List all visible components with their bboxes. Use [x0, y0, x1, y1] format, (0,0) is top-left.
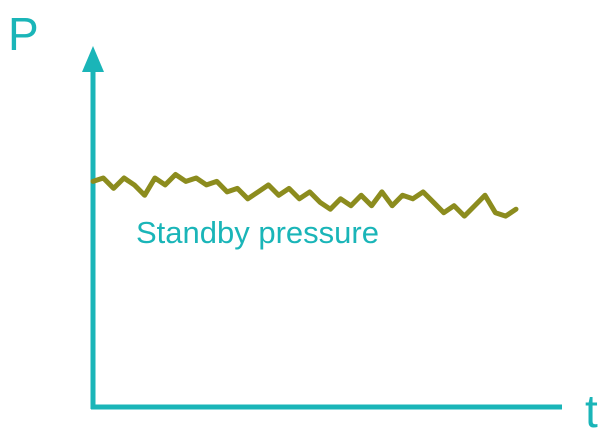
series-group	[90, 172, 519, 219]
y-axis-label: P	[8, 8, 39, 60]
standby-pressure-annotation: Standby pressure	[136, 215, 379, 250]
series-line-0	[90, 172, 519, 219]
x-axis-label: t	[585, 385, 598, 436]
y-axis-arrowhead	[82, 46, 104, 72]
